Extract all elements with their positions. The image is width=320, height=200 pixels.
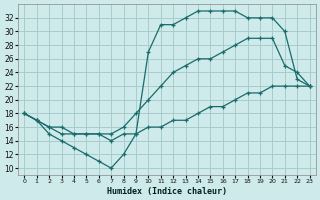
X-axis label: Humidex (Indice chaleur): Humidex (Indice chaleur): [107, 187, 227, 196]
